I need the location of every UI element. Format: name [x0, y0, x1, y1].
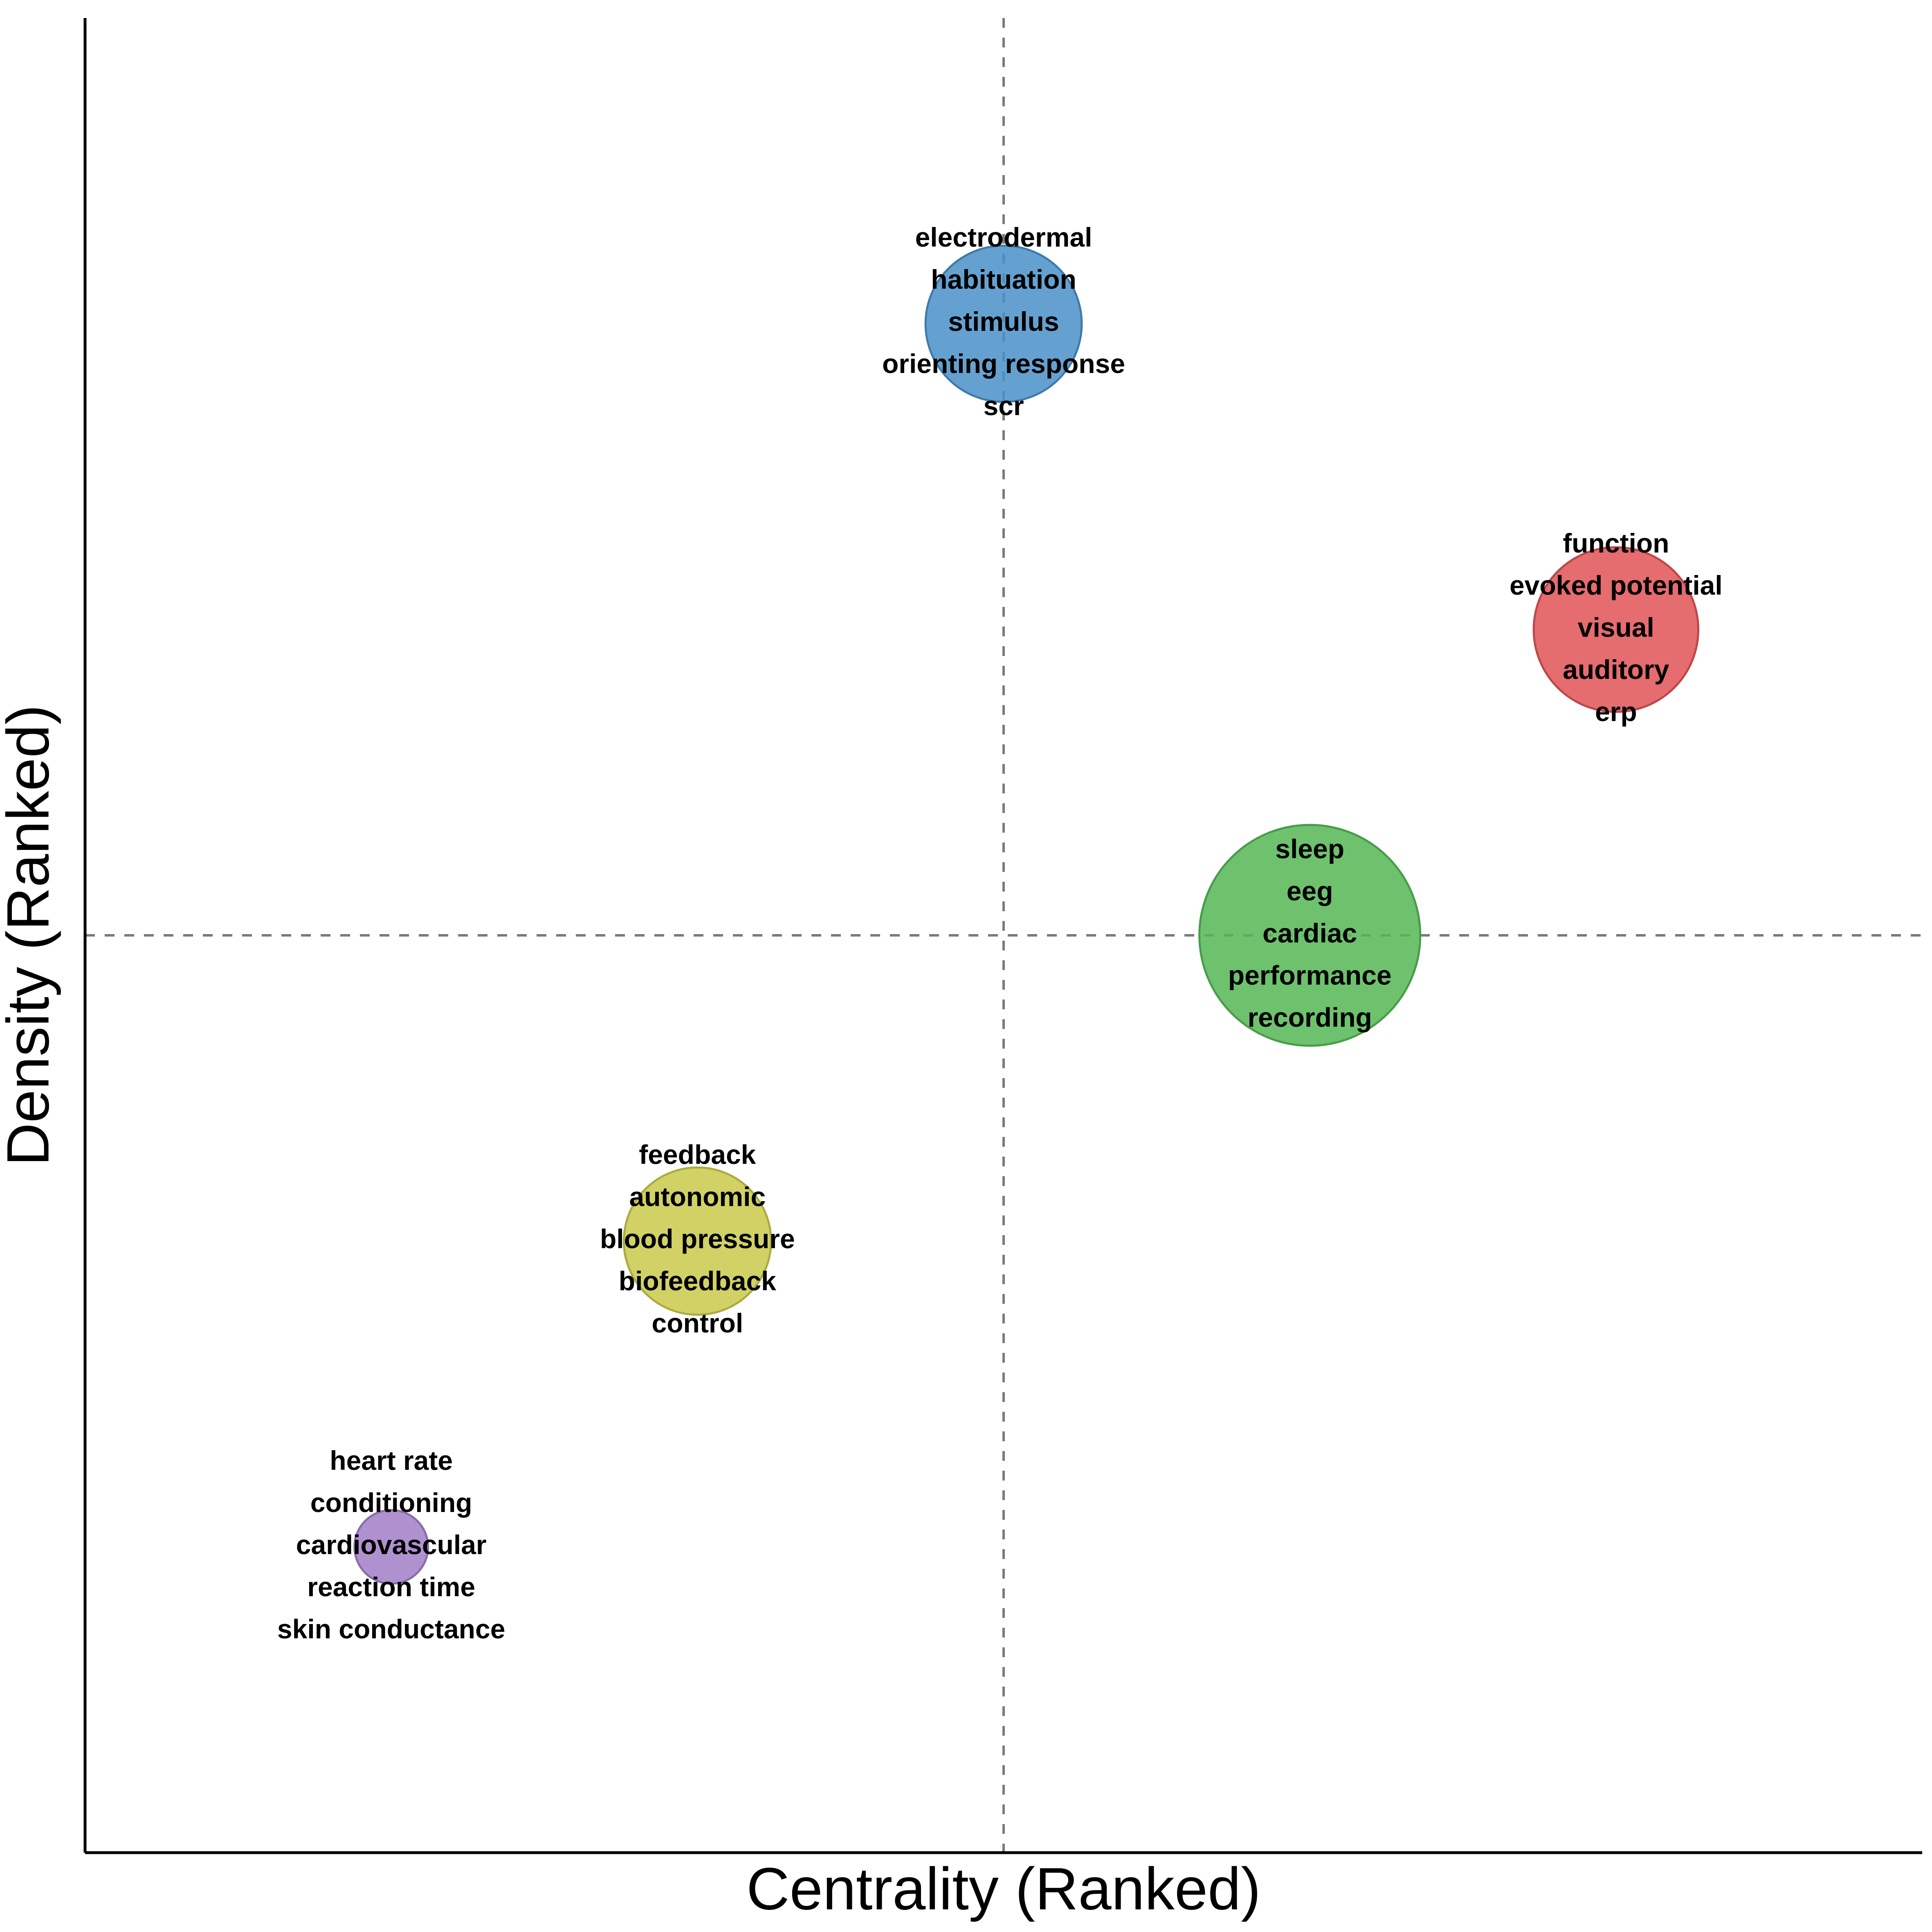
cluster-4-label-3: cardiac [1263, 918, 1357, 948]
cluster-4-label-5: recording [1247, 1002, 1372, 1032]
label-layer: heart rate conditioning cardiovascular reac… [277, 222, 1723, 1644]
cluster-1-label-2: conditioning [310, 1487, 472, 1518]
axes [83, 18, 1922, 1854]
cluster-2-label-4: biofeedback [619, 1266, 776, 1296]
cluster-bubble-1 [353, 1509, 429, 1585]
cluster-2-label-1: feedback [639, 1139, 756, 1170]
cluster-1-label-3: cardiovascular [296, 1530, 487, 1560]
cluster-2-label-3: blood pressure [600, 1224, 795, 1254]
cluster-bubble-4 [1198, 824, 1422, 1047]
bubble-layer [353, 245, 1700, 1585]
cluster-3-label-2: habituation [931, 264, 1076, 294]
cluster-bubble-2 [622, 1166, 772, 1316]
cluster-4-label-4: performance [1228, 960, 1392, 990]
cluster-5-label-1: function [1563, 528, 1669, 558]
cluster-2-label-2: autonomic [629, 1182, 766, 1212]
cluster-bubble-5 [1532, 546, 1700, 713]
cluster-5-label-3: visual [1578, 612, 1654, 643]
cluster-1-label-5: skin conductance [277, 1614, 505, 1644]
cluster-4-label-2: eeg [1287, 876, 1333, 906]
cluster-3-label-4: orienting response [882, 348, 1125, 379]
cluster-1-label-4: reaction time [307, 1572, 475, 1602]
cluster-3-label-1: electrodermal [915, 222, 1092, 252]
cluster-3-label-5: scr [983, 391, 1024, 421]
cluster-4-label-1: sleep [1275, 833, 1344, 864]
cluster-5-label-4: auditory [1563, 654, 1669, 685]
cluster-2-label-5: control [652, 1308, 744, 1338]
cluster-5-label-5: erp [1595, 696, 1637, 727]
y-axis-title: Density (Ranked) [0, 705, 61, 1166]
cluster-1-label-1: heart rate [330, 1445, 453, 1476]
cluster-5-label-2: evoked potential [1510, 570, 1723, 600]
cluster-bubble-3 [924, 245, 1083, 403]
x-axis-title: Centrality (Ranked) [746, 1856, 1261, 1922]
cluster-3-label-3: stimulus [948, 306, 1059, 337]
